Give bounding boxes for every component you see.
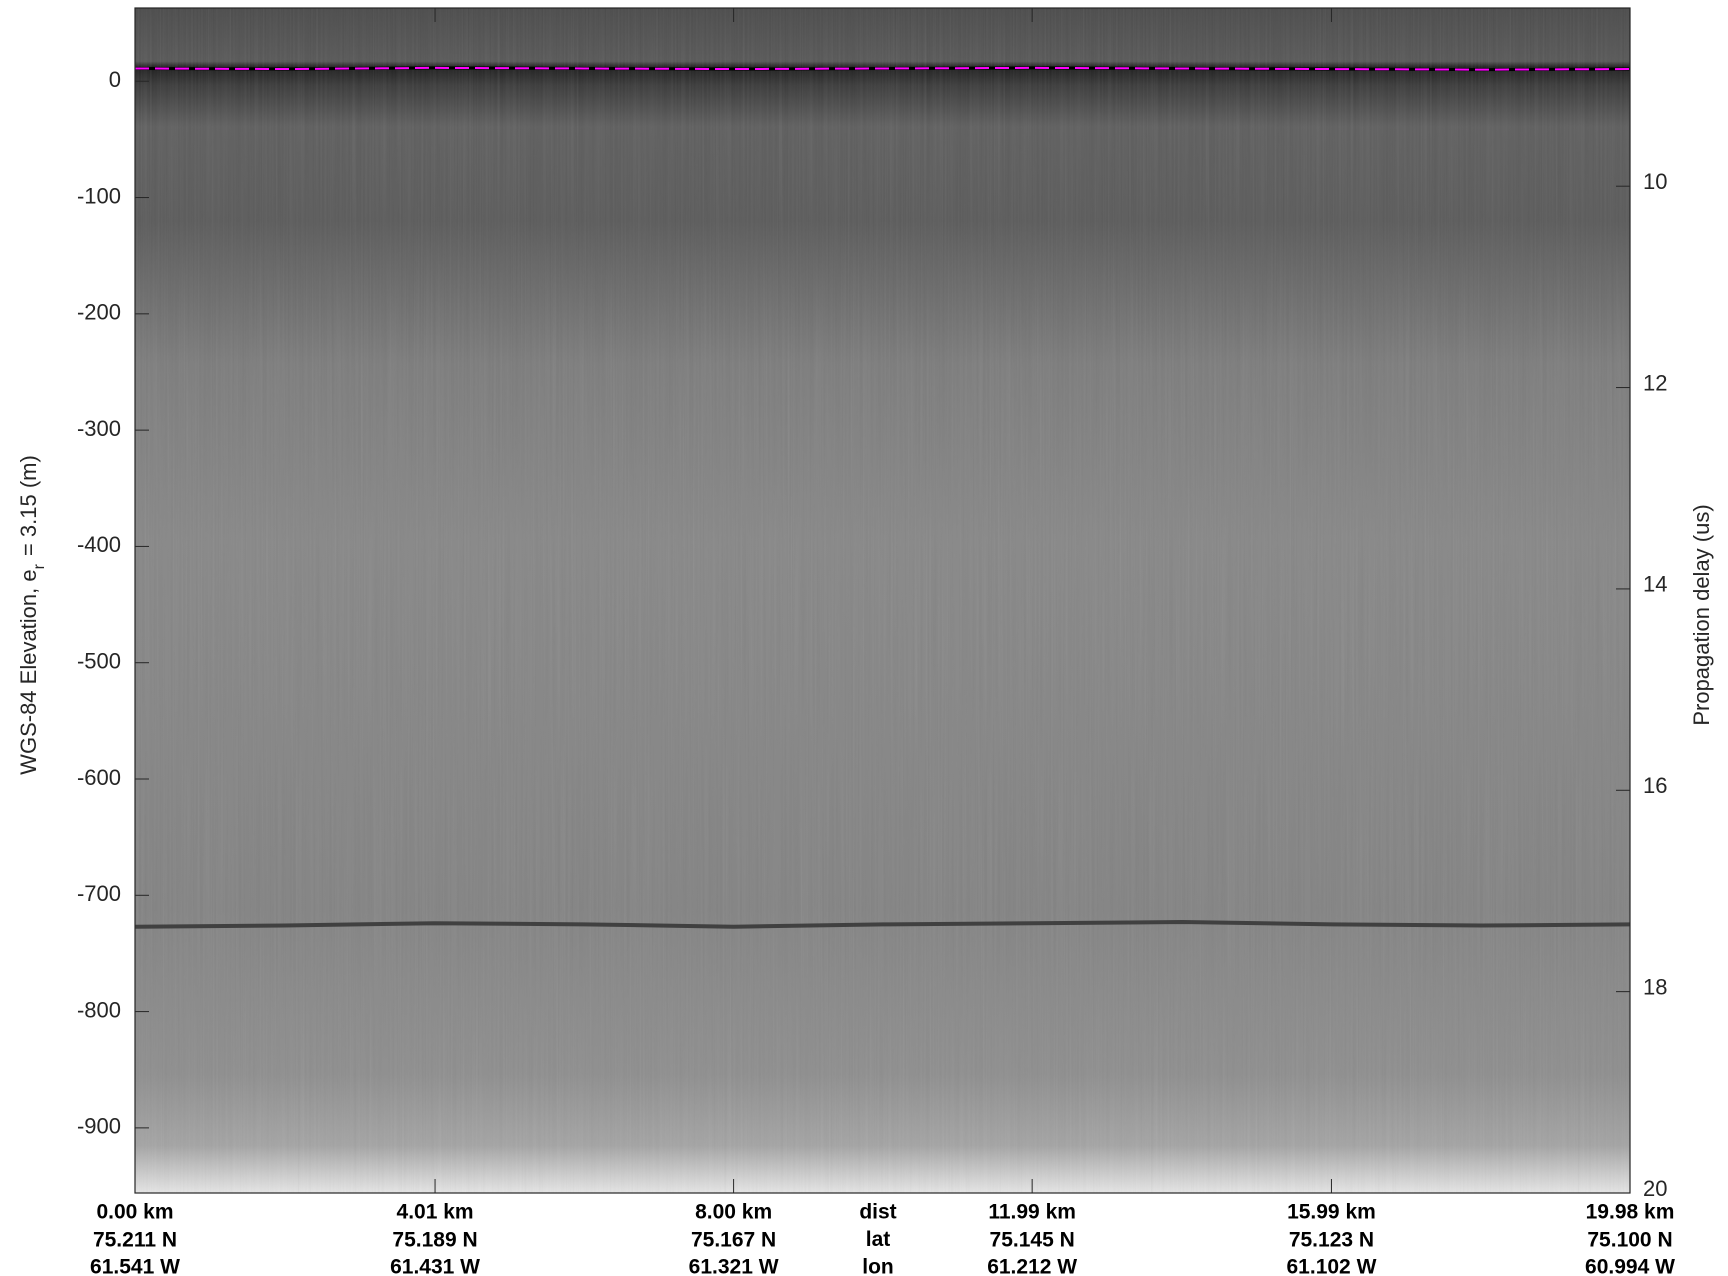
y-tick-label: -100 <box>77 183 121 208</box>
y-label-sub: r <box>31 563 48 569</box>
x-tick-lon: 60.994 W <box>1585 1256 1675 1276</box>
y2-tick-label: 18 <box>1643 974 1667 999</box>
x-tick-lat: 75.189 N <box>392 1229 477 1252</box>
row-label: dist <box>859 1201 896 1224</box>
y2-axis-label: Propagation delay (us) <box>1689 504 1714 725</box>
x-tick-lon: 61.212 W <box>987 1256 1077 1276</box>
y-tick-label: 0 <box>109 67 121 92</box>
x-tick-label: 8.00 km <box>695 1201 772 1224</box>
y-tick-label: -900 <box>77 1114 121 1139</box>
x-tick-lon: 61.321 W <box>689 1256 779 1276</box>
echogram <box>134 8 1631 1193</box>
x-tick-lat: 75.123 N <box>1289 1229 1374 1252</box>
x-tick-lat: 75.167 N <box>691 1229 776 1252</box>
y-tick-label: -300 <box>77 416 121 441</box>
echogram-noise <box>135 8 1630 1193</box>
y-axis-label: WGS-84 Elevation, er = 3.15 (m) <box>16 455 48 775</box>
x-tick-lat: 75.211 N <box>93 1229 177 1252</box>
y2-tick-label: 20 <box>1643 1176 1667 1201</box>
y-tick-label: -600 <box>77 765 121 790</box>
row-label: lat <box>866 1228 891 1251</box>
x-tick-lat: 75.145 N <box>990 1229 1075 1252</box>
x-tick-label: 19.98 km <box>1586 1201 1675 1224</box>
y-tick-label: -700 <box>77 881 121 906</box>
row-label: lon <box>862 1256 894 1276</box>
y-tick-label: -400 <box>77 532 121 557</box>
x-tick-lat: 75.100 N <box>1587 1229 1672 1252</box>
x-tick-label: 15.99 km <box>1287 1201 1376 1224</box>
x-tick-lon: 61.431 W <box>390 1256 480 1276</box>
x-tick-label: 4.01 km <box>397 1201 474 1224</box>
y2-tick-label: 14 <box>1643 572 1667 597</box>
x-tick-lon: 61.541 W <box>90 1256 180 1276</box>
y-tick-label: -500 <box>77 649 121 674</box>
bed-layer <box>134 920 1631 929</box>
y-tick-label: -200 <box>77 300 121 325</box>
x-tick-lon: 61.102 W <box>1287 1256 1377 1276</box>
x-tick-label: 11.99 km <box>988 1201 1076 1224</box>
y-label-main: WGS-84 Elevation, e <box>16 569 41 774</box>
y-tick-label: -800 <box>77 997 121 1022</box>
plot-frame <box>134 7 1631 1194</box>
y-label-rest: = 3.15 (m) <box>16 455 41 556</box>
y2-tick-label: 12 <box>1643 370 1667 395</box>
y2-tick-label: 10 <box>1643 169 1667 194</box>
x-tick-label: 0.00 km <box>96 1201 173 1224</box>
surface-line <box>134 66 1631 71</box>
y2-tick-label: 16 <box>1643 773 1667 798</box>
